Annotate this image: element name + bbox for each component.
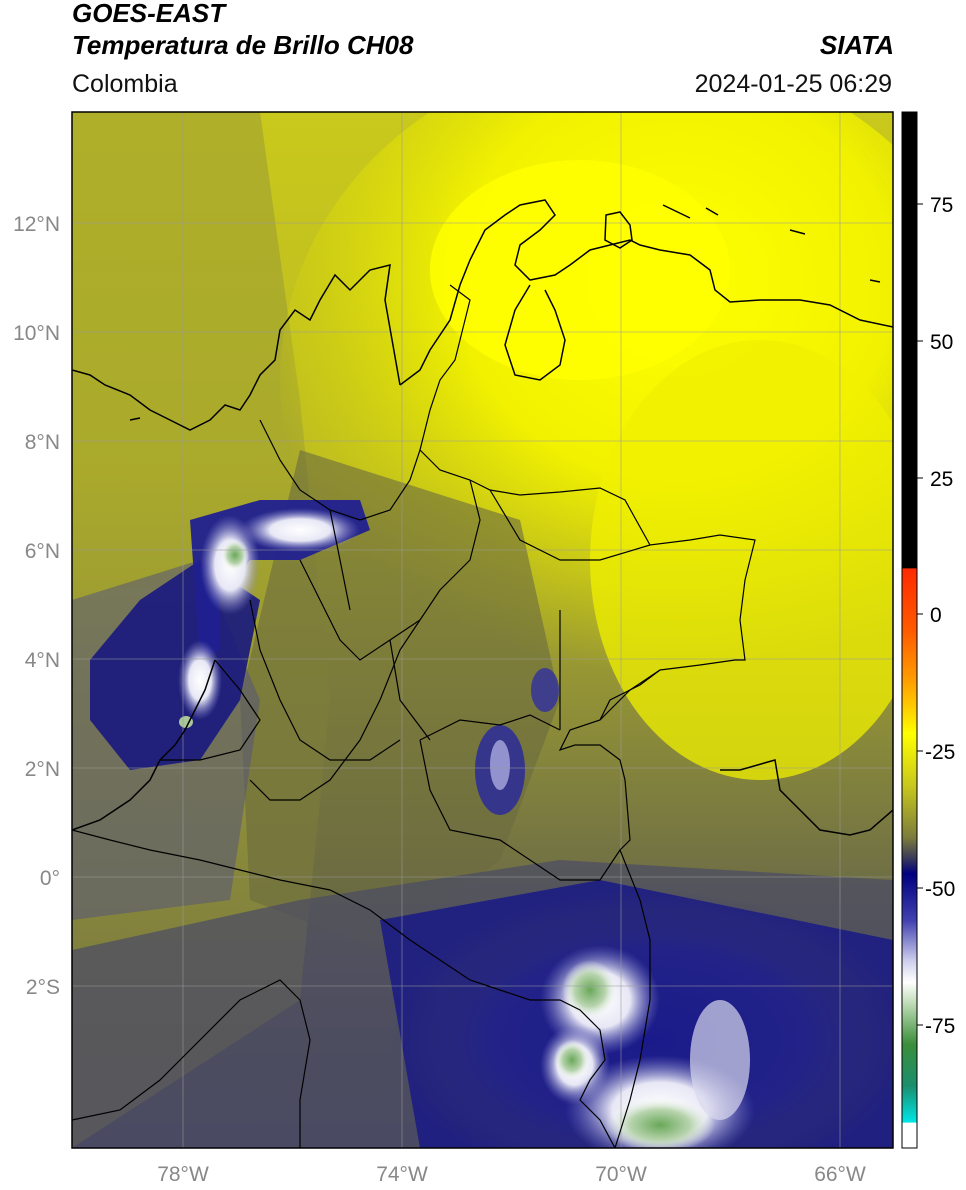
colorbar-tick: 75	[930, 194, 953, 217]
colorbar-frame	[901, 111, 918, 1149]
lat-tick: 12°N	[13, 213, 60, 236]
lon-tick: 78°W	[157, 1163, 209, 1186]
coastlines	[72, 199, 893, 836]
product-title: Temperatura de Brillo CH08	[72, 30, 414, 60]
lon-tick: 70°W	[595, 1163, 647, 1186]
lat-tick: 10°N	[13, 322, 60, 345]
lon-tick: 74°W	[376, 1163, 428, 1186]
map-frame	[71, 111, 894, 1149]
colorbar: 75 50 25 0 -25 -50 -75	[901, 111, 955, 1149]
lat-tick: 8°N	[25, 431, 60, 454]
graticule	[72, 112, 893, 1148]
colorbar-tick: 25	[930, 468, 953, 491]
latitude-labels: 12°N 10°N 8°N 6°N 4°N 2°N 0° 2°S	[13, 213, 60, 999]
lat-tick: 6°N	[25, 540, 60, 563]
country-borders	[72, 284, 756, 1148]
colorbar-tick: 0	[930, 604, 942, 627]
lat-tick: 0°	[40, 867, 60, 890]
region-label: Colombia	[72, 70, 178, 98]
lat-tick: 2°S	[26, 976, 60, 999]
colorbar-gradient	[902, 112, 917, 1148]
lat-tick: 2°N	[25, 758, 60, 781]
brightness-temperature-field	[72, 112, 893, 1148]
brand-label: SIATA	[819, 30, 894, 60]
colorbar-tick: -75	[925, 1015, 955, 1038]
longitude-labels: 78°W 74°W 70°W 66°W	[157, 1163, 866, 1186]
colorbar-tick: 50	[930, 331, 953, 354]
lat-tick: 4°N	[25, 649, 60, 672]
colorbar-tick: -25	[925, 741, 955, 764]
lon-tick: 66°W	[814, 1163, 866, 1186]
colorbar-tick: -50	[925, 878, 955, 901]
satellite-title: GOES-EAST	[72, 0, 226, 28]
datetime-label: 2024-01-25 06:29	[694, 70, 892, 98]
